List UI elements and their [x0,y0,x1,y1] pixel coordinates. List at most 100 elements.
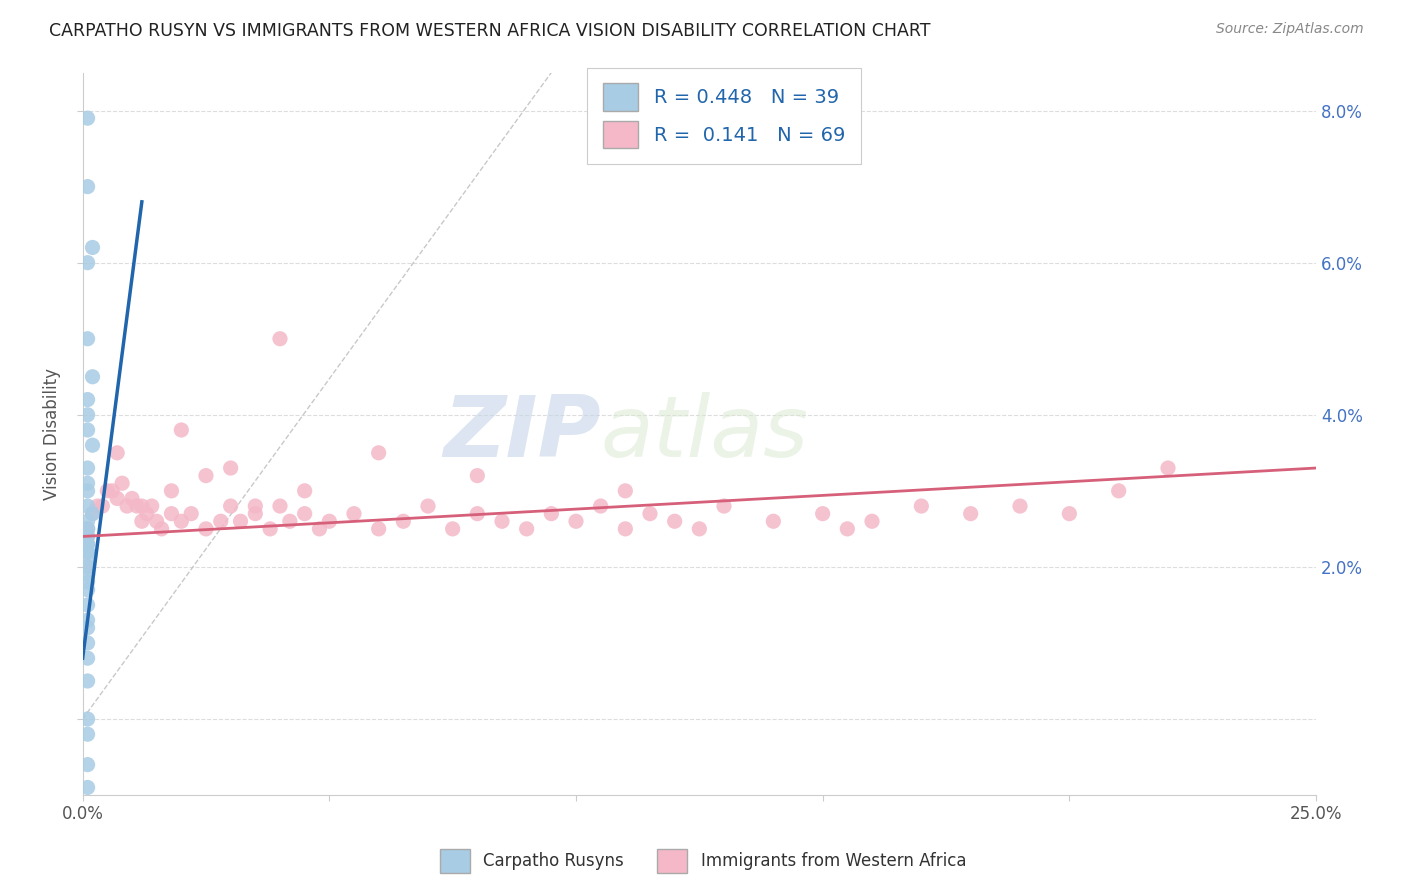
Point [269,499,291,513]
Point [245,507,267,521]
Point [76,529,98,543]
Point [1008,499,1031,513]
Point [392,514,415,528]
Point [367,522,389,536]
Point [76,636,98,650]
Point [209,514,232,528]
Point [259,522,281,536]
Point [91,499,114,513]
Point [76,673,98,688]
Point [101,483,124,498]
Point [160,507,183,521]
Point [111,476,134,491]
Point [229,514,252,528]
Point [1157,461,1180,475]
Point [664,514,686,528]
Point [76,179,98,194]
Point [96,483,118,498]
Point [76,552,98,566]
Point [76,560,98,574]
Point [115,499,138,513]
Point [76,560,98,574]
Point [105,491,128,506]
Point [219,461,242,475]
Point [76,499,98,513]
Text: ZIP: ZIP [443,392,600,475]
Point [76,522,98,536]
Point [294,507,316,521]
Point [82,240,104,254]
Point [516,522,538,536]
Legend: Carpatho Rusyns, Immigrants from Western Africa: Carpatho Rusyns, Immigrants from Western… [433,842,973,880]
Point [811,507,834,521]
Point [441,522,464,536]
Point [76,522,98,536]
Point [614,483,637,498]
Point [76,111,98,125]
Point [76,476,98,491]
Point [180,507,202,521]
Point [135,507,157,521]
Point [688,522,710,536]
Point [76,613,98,627]
Point [269,332,291,346]
Point [76,582,98,597]
Point [131,514,153,528]
Point [82,438,104,452]
Point [76,483,98,498]
Point [76,392,98,407]
Point [160,483,183,498]
Point [76,712,98,726]
Point [860,514,883,528]
Text: atlas: atlas [600,392,808,475]
Point [76,544,98,558]
Point [76,544,98,558]
Point [1059,507,1081,521]
Point [219,499,242,513]
Point [837,522,859,536]
Point [762,514,785,528]
Point [540,507,562,521]
Point [76,529,98,543]
Point [76,567,98,582]
Point [76,537,98,551]
Point [589,499,612,513]
Point [294,483,316,498]
Point [76,423,98,437]
Y-axis label: Vision Disability: Vision Disability [44,368,60,500]
Text: CARPATHO RUSYN VS IMMIGRANTS FROM WESTERN AFRICA VISION DISABILITY CORRELATION C: CARPATHO RUSYN VS IMMIGRANTS FROM WESTER… [49,22,931,40]
Point [1108,483,1130,498]
Point [86,499,108,513]
Point [76,522,98,536]
Point [195,468,218,483]
Point [491,514,513,528]
Point [121,491,143,506]
Point [82,507,104,521]
Point [131,499,153,513]
Point [145,514,167,528]
Point [565,514,588,528]
Point [614,522,637,536]
Point [465,468,488,483]
Point [76,651,98,665]
Point [76,514,98,528]
Point [76,621,98,635]
Point [76,255,98,269]
Point [76,780,98,795]
Point [76,727,98,741]
Point [638,507,661,521]
Point [170,423,193,437]
Point [308,522,330,536]
Point [141,499,163,513]
Point [82,369,104,384]
Point [76,461,98,475]
Legend: R = 0.448   N = 39, R =  0.141   N = 69: R = 0.448 N = 39, R = 0.141 N = 69 [588,68,860,163]
Point [76,332,98,346]
Point [170,514,193,528]
Point [278,514,301,528]
Point [367,446,389,460]
Point [76,408,98,422]
Point [343,507,366,521]
Point [150,522,173,536]
Point [465,507,488,521]
